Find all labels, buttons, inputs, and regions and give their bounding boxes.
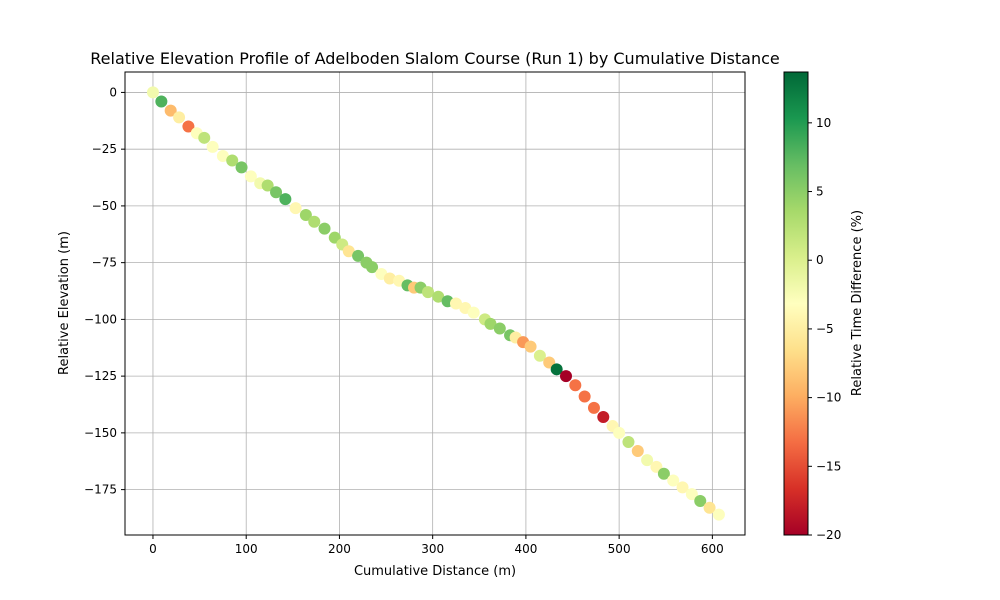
data-point [352,249,365,262]
y-tick-label: −150 [84,426,117,440]
y-tick-label: −75 [92,256,117,270]
colorbar-label: Relative Time Difference (%) [850,210,865,396]
data-point [261,179,274,192]
data-point [484,317,497,330]
data-point [270,186,283,199]
data-point [235,161,248,174]
x-tick-label: 200 [328,542,351,556]
data-point [155,95,168,108]
colorbar-tick-label: −15 [816,459,841,473]
data-point [206,140,219,153]
data-point [449,297,462,310]
data-point [244,170,257,183]
data-point [299,208,312,221]
colorbar-gradient [783,71,809,536]
y-tick-label: −50 [92,199,117,213]
x-tick-label: 0 [149,542,157,556]
data-point [569,379,582,392]
data-point [432,290,445,303]
data-point [366,261,379,274]
grid [125,72,745,535]
data-point [641,454,654,467]
chart-title: Relative Elevation Profile of Adelboden … [90,49,780,68]
x-tick-label: 100 [235,542,258,556]
data-point [622,435,635,448]
data-point [597,410,610,423]
data-point [164,104,177,117]
data-point [533,349,546,362]
data-point [493,322,506,335]
data-point [182,120,195,133]
data-point [657,467,670,480]
y-tick-label: −175 [84,483,117,497]
data-point [226,154,239,167]
data-point [383,272,396,285]
data-point [216,149,229,162]
data-point [578,390,591,403]
data-point [308,215,321,228]
data-point [667,474,680,487]
data-point [587,401,600,414]
colorbar-ticks: 10 5 0 −5 −10 −15 −20 [808,116,841,542]
y-tick-label: −125 [84,369,117,383]
data-point [676,481,689,494]
x-tick-label: 400 [514,542,537,556]
data-point [467,306,480,319]
y-tick-label: −100 [84,312,117,326]
data-point [146,86,159,99]
axes-frame [124,71,746,536]
colorbar-tick-label: 10 [816,116,831,130]
colorbar: 10 5 0 −5 −10 −15 −20 Relative Time Difference… [783,71,865,542]
y-tick-label: −25 [92,142,117,156]
x-tick-label: 600 [701,542,724,556]
data-point [685,488,698,501]
data-point [613,426,626,439]
data-point [694,494,707,507]
y-axis-ticks: 0 −25 −50 −75 −100 −125 −150 −175 [84,85,125,497]
data-point [422,286,435,299]
data-point [198,131,211,144]
colorbar-tick-label: −5 [816,322,834,336]
data-point [289,202,302,215]
colorbar-tick-label: 5 [816,185,824,199]
y-axis-label: Relative Elevation (m) [57,231,72,375]
y-tick-label: 0 [109,85,117,99]
x-axis-ticks: 0 100 200 300 400 500 600 [149,535,724,556]
data-point [279,193,292,206]
data-point [318,222,331,235]
data-point [342,245,355,258]
colorbar-tick-label: 0 [816,253,824,267]
data-point [559,370,572,383]
data-point [631,445,644,458]
x-tick-label: 500 [608,542,631,556]
data-point [712,508,725,521]
colorbar-tick-label: −10 [816,391,841,405]
x-axis-label: Cumulative Distance (m) [354,564,516,579]
x-tick-label: 300 [421,542,444,556]
data-point [703,501,716,514]
plot-area: 0 100 200 300 400 500 600 0 −25 −50 −75 −100 −125 −1… [84,71,746,556]
data-point [524,340,537,353]
data-points [146,86,725,521]
data-point [173,111,186,124]
data-point [550,363,563,376]
colorbar-tick-label: −20 [816,528,841,542]
